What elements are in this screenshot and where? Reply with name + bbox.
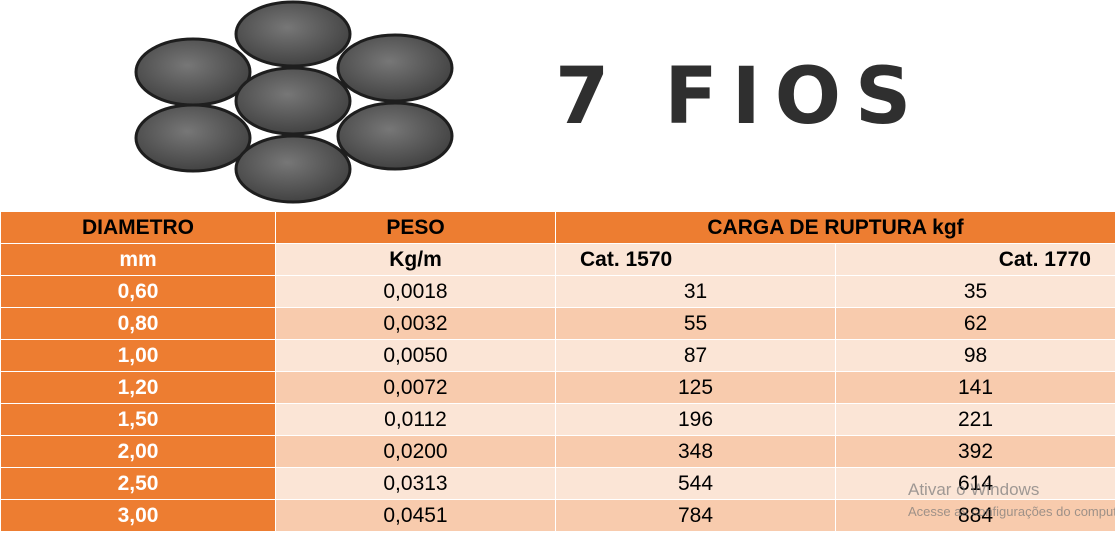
value-cell: 0,0032 (275, 307, 556, 340)
value-cell: 0,0050 (275, 339, 556, 372)
header-cell: mm (0, 243, 276, 276)
value-cell: 348 (555, 435, 836, 468)
diameter-cell: 2,00 (0, 435, 276, 468)
header-cell: Cat. 1570 (555, 243, 836, 276)
value-cell: 0,0200 (275, 435, 556, 468)
header-cell: PESO (275, 211, 556, 244)
value-cell: 98 (835, 339, 1115, 372)
value-cell: 221 (835, 403, 1115, 436)
value-cell: 784 (555, 499, 836, 532)
value-cell: 87 (555, 339, 836, 372)
value-cell: 31 (555, 275, 836, 308)
header-row: DIAMETRO PESO CARGA DE RUPTURA kgf (0, 211, 1115, 244)
header-cell: Cat. 1770 (835, 243, 1115, 276)
data-row: 2,50 0,0313 544 614 (0, 467, 1115, 500)
logo (134, 0, 454, 204)
value-cell: 125 (555, 371, 836, 404)
header-cell: Kg/m (275, 243, 556, 276)
value-cell: 55 (555, 307, 836, 340)
data-row: 0,60 0,0018 31 35 (0, 275, 1115, 308)
header-cell: CARGA DE RUPTURA kgf (555, 211, 1115, 244)
data-row: 1,50 0,0112 196 221 (0, 403, 1115, 436)
value-cell: 614 (835, 467, 1115, 500)
data-row: 1,00 0,0050 87 98 (0, 339, 1115, 372)
value-cell: 0,0112 (275, 403, 556, 436)
diameter-cell: 0,60 (0, 275, 276, 308)
title: 7 FIOS (555, 52, 926, 142)
value-cell: 544 (555, 467, 836, 500)
diameter-cell: 2,50 (0, 467, 276, 500)
data-table: DIAMETRO PESO CARGA DE RUPTURA kgf mm Kg… (0, 211, 1115, 532)
header-cell: DIAMETRO (0, 211, 276, 244)
value-cell: 0,0072 (275, 371, 556, 404)
data-row: 3,00 0,0451 784 884 (0, 499, 1115, 532)
diameter-cell: 1,20 (0, 371, 276, 404)
diameter-cell: 1,50 (0, 403, 276, 436)
data-row: 1,20 0,0072 125 141 (0, 371, 1115, 404)
value-cell: 392 (835, 435, 1115, 468)
value-cell: 196 (555, 403, 836, 436)
value-cell: 884 (835, 499, 1115, 532)
value-cell: 0,0313 (275, 467, 556, 500)
value-cell: 0,0018 (275, 275, 556, 308)
diameter-cell: 1,00 (0, 339, 276, 372)
value-cell: 62 (835, 307, 1115, 340)
value-cell: 35 (835, 275, 1115, 308)
value-cell: 141 (835, 371, 1115, 404)
data-row: 0,80 0,0032 55 62 (0, 307, 1115, 340)
subheader-row: mm Kg/m Cat. 1570 Cat. 1770 (0, 243, 1115, 276)
data-row: 2,00 0,0200 348 392 (0, 435, 1115, 468)
value-cell: 0,0451 (275, 499, 556, 532)
diameter-cell: 0,80 (0, 307, 276, 340)
diameter-cell: 3,00 (0, 499, 276, 532)
